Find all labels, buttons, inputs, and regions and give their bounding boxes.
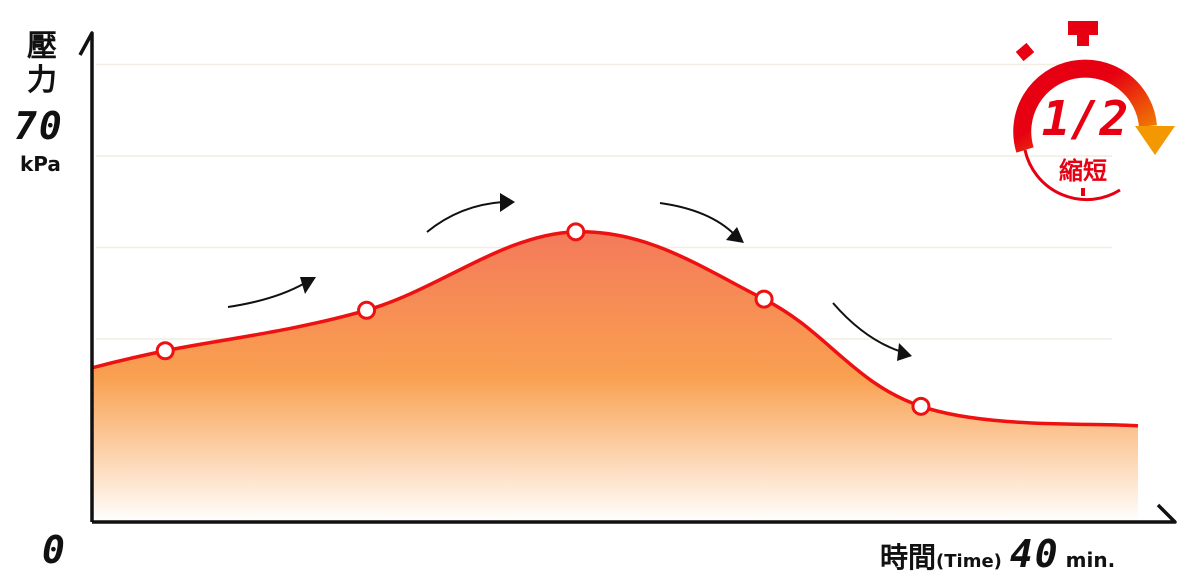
stopwatch-icon: 1/2 縮短 — [1013, 21, 1175, 202]
trend-arrow-1 — [227, 282, 306, 308]
x-axis — [92, 503, 1177, 524]
badge-text: 縮短 — [1059, 157, 1107, 185]
data-point — [911, 396, 931, 416]
trend-arrow-2 — [426, 201, 504, 233]
arrowhead-icon — [726, 227, 744, 243]
data-point — [754, 289, 774, 309]
y-axis-label: 壓力 — [27, 29, 57, 98]
arrowhead-icon — [897, 343, 912, 361]
x-min-label: 0 — [42, 528, 67, 572]
x-max-label: 40 — [1009, 532, 1060, 576]
x-unit-label: min. — [1065, 548, 1116, 572]
arrowhead-icon — [300, 277, 316, 294]
y-unit-label: kPa — [20, 152, 61, 176]
data-point — [357, 300, 377, 320]
data-point — [155, 341, 175, 361]
y-max-label: 70 — [14, 104, 64, 148]
badge-fraction: 1/2 — [1042, 91, 1129, 147]
trend-arrow-3 — [659, 202, 736, 236]
x-axis-label-en: (Time) — [936, 551, 1002, 572]
arrowhead-icon — [500, 193, 515, 212]
trend-arrows — [227, 201, 903, 353]
pressure-area — [92, 231, 1138, 522]
x-axis-label: 時間 — [880, 541, 937, 574]
data-point — [566, 222, 586, 242]
y-axis — [78, 31, 94, 522]
trend-arrow-4 — [832, 302, 903, 353]
